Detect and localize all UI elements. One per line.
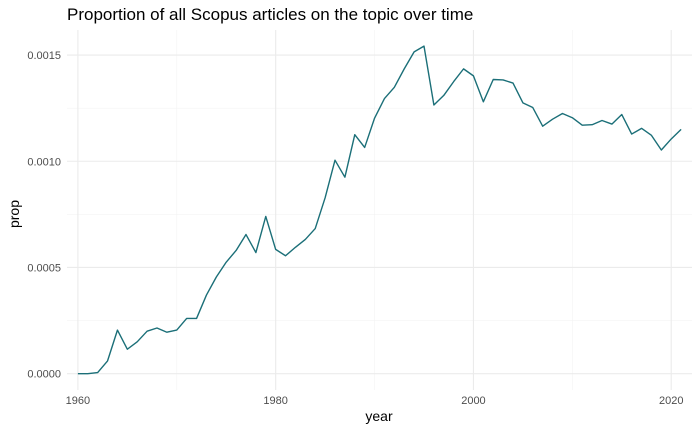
y-axis-label: prop (6, 200, 22, 228)
chart-title: Proportion of all Scopus articles on the… (67, 5, 473, 24)
x-tick-label: 1980 (263, 395, 287, 407)
y-tick-label: 0.0005 (27, 262, 61, 274)
x-tick-label: 2020 (659, 395, 683, 407)
y-tick-label: 0.0000 (27, 369, 61, 381)
x-tick-label: 2000 (461, 395, 485, 407)
x-tick-label: 1960 (66, 395, 90, 407)
grid (67, 30, 692, 390)
x-axis-ticks: 1960 1980 2000 2020 (66, 395, 684, 407)
y-tick-label: 0.0015 (27, 50, 61, 62)
x-axis-label: year (365, 408, 393, 424)
y-axis-ticks: 0.0000 0.0005 0.0010 0.0015 (27, 50, 61, 381)
series-line (77, 45, 682, 375)
y-tick-label: 0.0010 (27, 156, 61, 168)
